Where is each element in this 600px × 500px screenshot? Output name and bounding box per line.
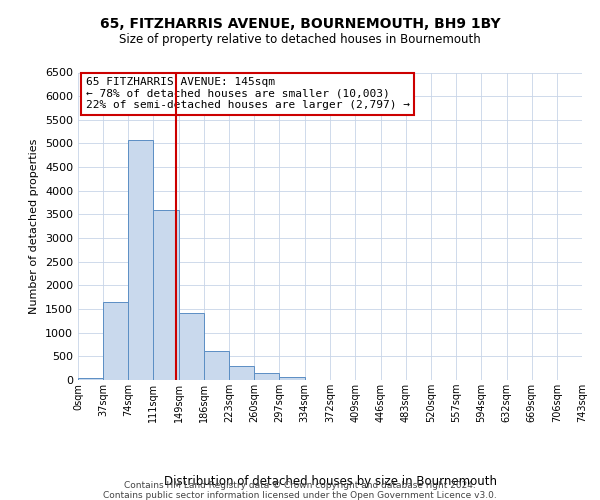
Bar [254, 373, 280, 380]
Text: Size of property relative to detached houses in Bournemouth: Size of property relative to detached ho… [119, 32, 481, 46]
Text: 65, FITZHARRIS AVENUE, BOURNEMOUTH, BH9 1BY: 65, FITZHARRIS AVENUE, BOURNEMOUTH, BH9 … [100, 18, 500, 32]
Text: Contains public sector information licensed under the Open Government Licence v3: Contains public sector information licen… [103, 491, 497, 500]
Text: 65 FITZHARRIS AVENUE: 145sqm
← 78% of detached houses are smaller (10,003)
22% o: 65 FITZHARRIS AVENUE: 145sqm ← 78% of de… [86, 77, 410, 110]
Bar [153, 210, 179, 380]
Bar [78, 378, 103, 380]
Bar [229, 366, 254, 380]
Bar [204, 351, 229, 380]
Bar [103, 302, 128, 380]
Y-axis label: Number of detached properties: Number of detached properties [29, 138, 40, 314]
Text: Contains HM Land Registry data © Crown copyright and database right 2024.: Contains HM Land Registry data © Crown c… [124, 481, 476, 490]
Bar [280, 377, 305, 380]
X-axis label: Distribution of detached houses by size in Bournemouth: Distribution of detached houses by size … [163, 475, 497, 488]
Bar [128, 140, 153, 380]
Bar [179, 313, 204, 380]
